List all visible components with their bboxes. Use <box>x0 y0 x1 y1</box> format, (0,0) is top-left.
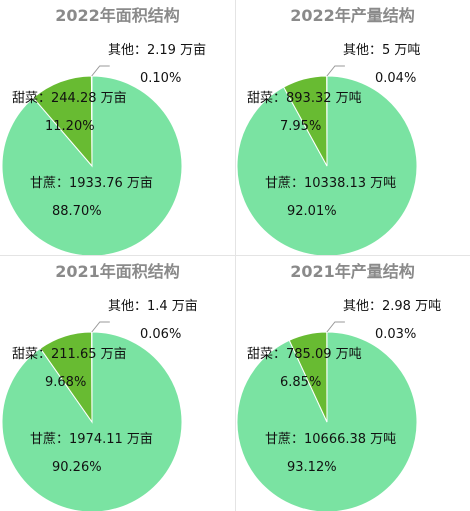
label-tiancai-percent: 6.85% <box>280 375 321 390</box>
label-other-percent: 0.06% <box>140 327 181 342</box>
chart-title: 2022年产量结构 <box>290 6 415 25</box>
slice-ganzhe <box>236 331 418 511</box>
pie-svg-2021-area: 甘蔗：1974.11 万亩 90.26% 甜菜：211.65 万亩 9.68% 其他：1… <box>1 298 198 511</box>
label-tiancai-value: 甜菜：211.65 万亩 <box>12 346 127 362</box>
chart-title: 2021年面积结构 <box>55 262 180 281</box>
label-tiancai-value: 甜菜：893.32 万吨 <box>247 90 362 106</box>
leader-line-other <box>91 65 110 77</box>
label-ganzhe-percent: 92.01% <box>287 204 337 219</box>
label-other-value: 其他：2.19 万亩 <box>108 42 206 58</box>
label-tiancai-value: 甜菜：244.28 万亩 <box>12 90 127 106</box>
label-ganzhe-percent: 93.12% <box>287 460 337 475</box>
slice-tiancai <box>32 75 93 168</box>
chart-title: 2021年产量结构 <box>290 262 415 281</box>
leader-line-other <box>326 321 345 333</box>
label-ganzhe-value: 甘蔗：10666.38 万吨 <box>265 432 396 447</box>
label-other-percent: 0.04% <box>375 71 416 86</box>
pie-panel-2022-output: 甘蔗：10338.13 万吨 92.01% 甜菜：893.32 万吨 7.95% 其他：… <box>235 0 470 255</box>
label-ganzhe-percent: 90.26% <box>52 460 102 475</box>
pie-svg-2022-output: 甘蔗：10338.13 万吨 92.01% 甜菜：893.32 万吨 7.95% 其他：… <box>236 43 420 255</box>
label-other-value: 其他：5 万吨 <box>343 43 420 58</box>
pie-svg-2021-output: 甘蔗：10666.38 万吨 93.12% 甜菜：785.09 万吨 6.85% 其他：… <box>236 299 441 511</box>
label-ganzhe-value: 甘蔗：1933.76 万亩 <box>30 175 153 191</box>
label-tiancai-percent: 7.95% <box>280 119 321 134</box>
pie-panel-2022-area: 甘蔗：1933.76 万亩 88.70% 甜菜：244.28 万亩 11.20% 其他：… <box>0 0 235 255</box>
label-other-percent: 0.10% <box>140 71 181 86</box>
pie-svg-2022-area: 甘蔗：1933.76 万亩 88.70% 甜菜：244.28 万亩 11.20% 其他：… <box>1 42 206 255</box>
leader-line-other <box>326 65 345 77</box>
label-ganzhe-value: 甘蔗：1974.11 万亩 <box>30 431 153 447</box>
label-other-value: 其他：2.98 万吨 <box>343 299 441 314</box>
leader-line-other <box>91 321 110 333</box>
horizontal-divider <box>0 255 470 256</box>
pie-panel-2021-area: 甘蔗：1974.11 万亩 90.26% 甜菜：211.65 万亩 9.68% 其他：1… <box>0 256 235 511</box>
label-ganzhe-value: 甘蔗：10338.13 万吨 <box>265 176 396 191</box>
chart-title: 2022年面积结构 <box>55 6 180 25</box>
label-tiancai-percent: 11.20% <box>45 119 95 134</box>
label-tiancai-percent: 9.68% <box>45 375 86 390</box>
label-other-percent: 0.03% <box>375 327 416 342</box>
label-ganzhe-percent: 88.70% <box>52 204 102 219</box>
pie-panel-2021-output: 甘蔗：10666.38 万吨 93.12% 甜菜：785.09 万吨 6.85% 其他：… <box>235 256 470 511</box>
label-tiancai-value: 甜菜：785.09 万吨 <box>247 346 362 362</box>
label-other-value: 其他：1.4 万亩 <box>108 298 198 314</box>
